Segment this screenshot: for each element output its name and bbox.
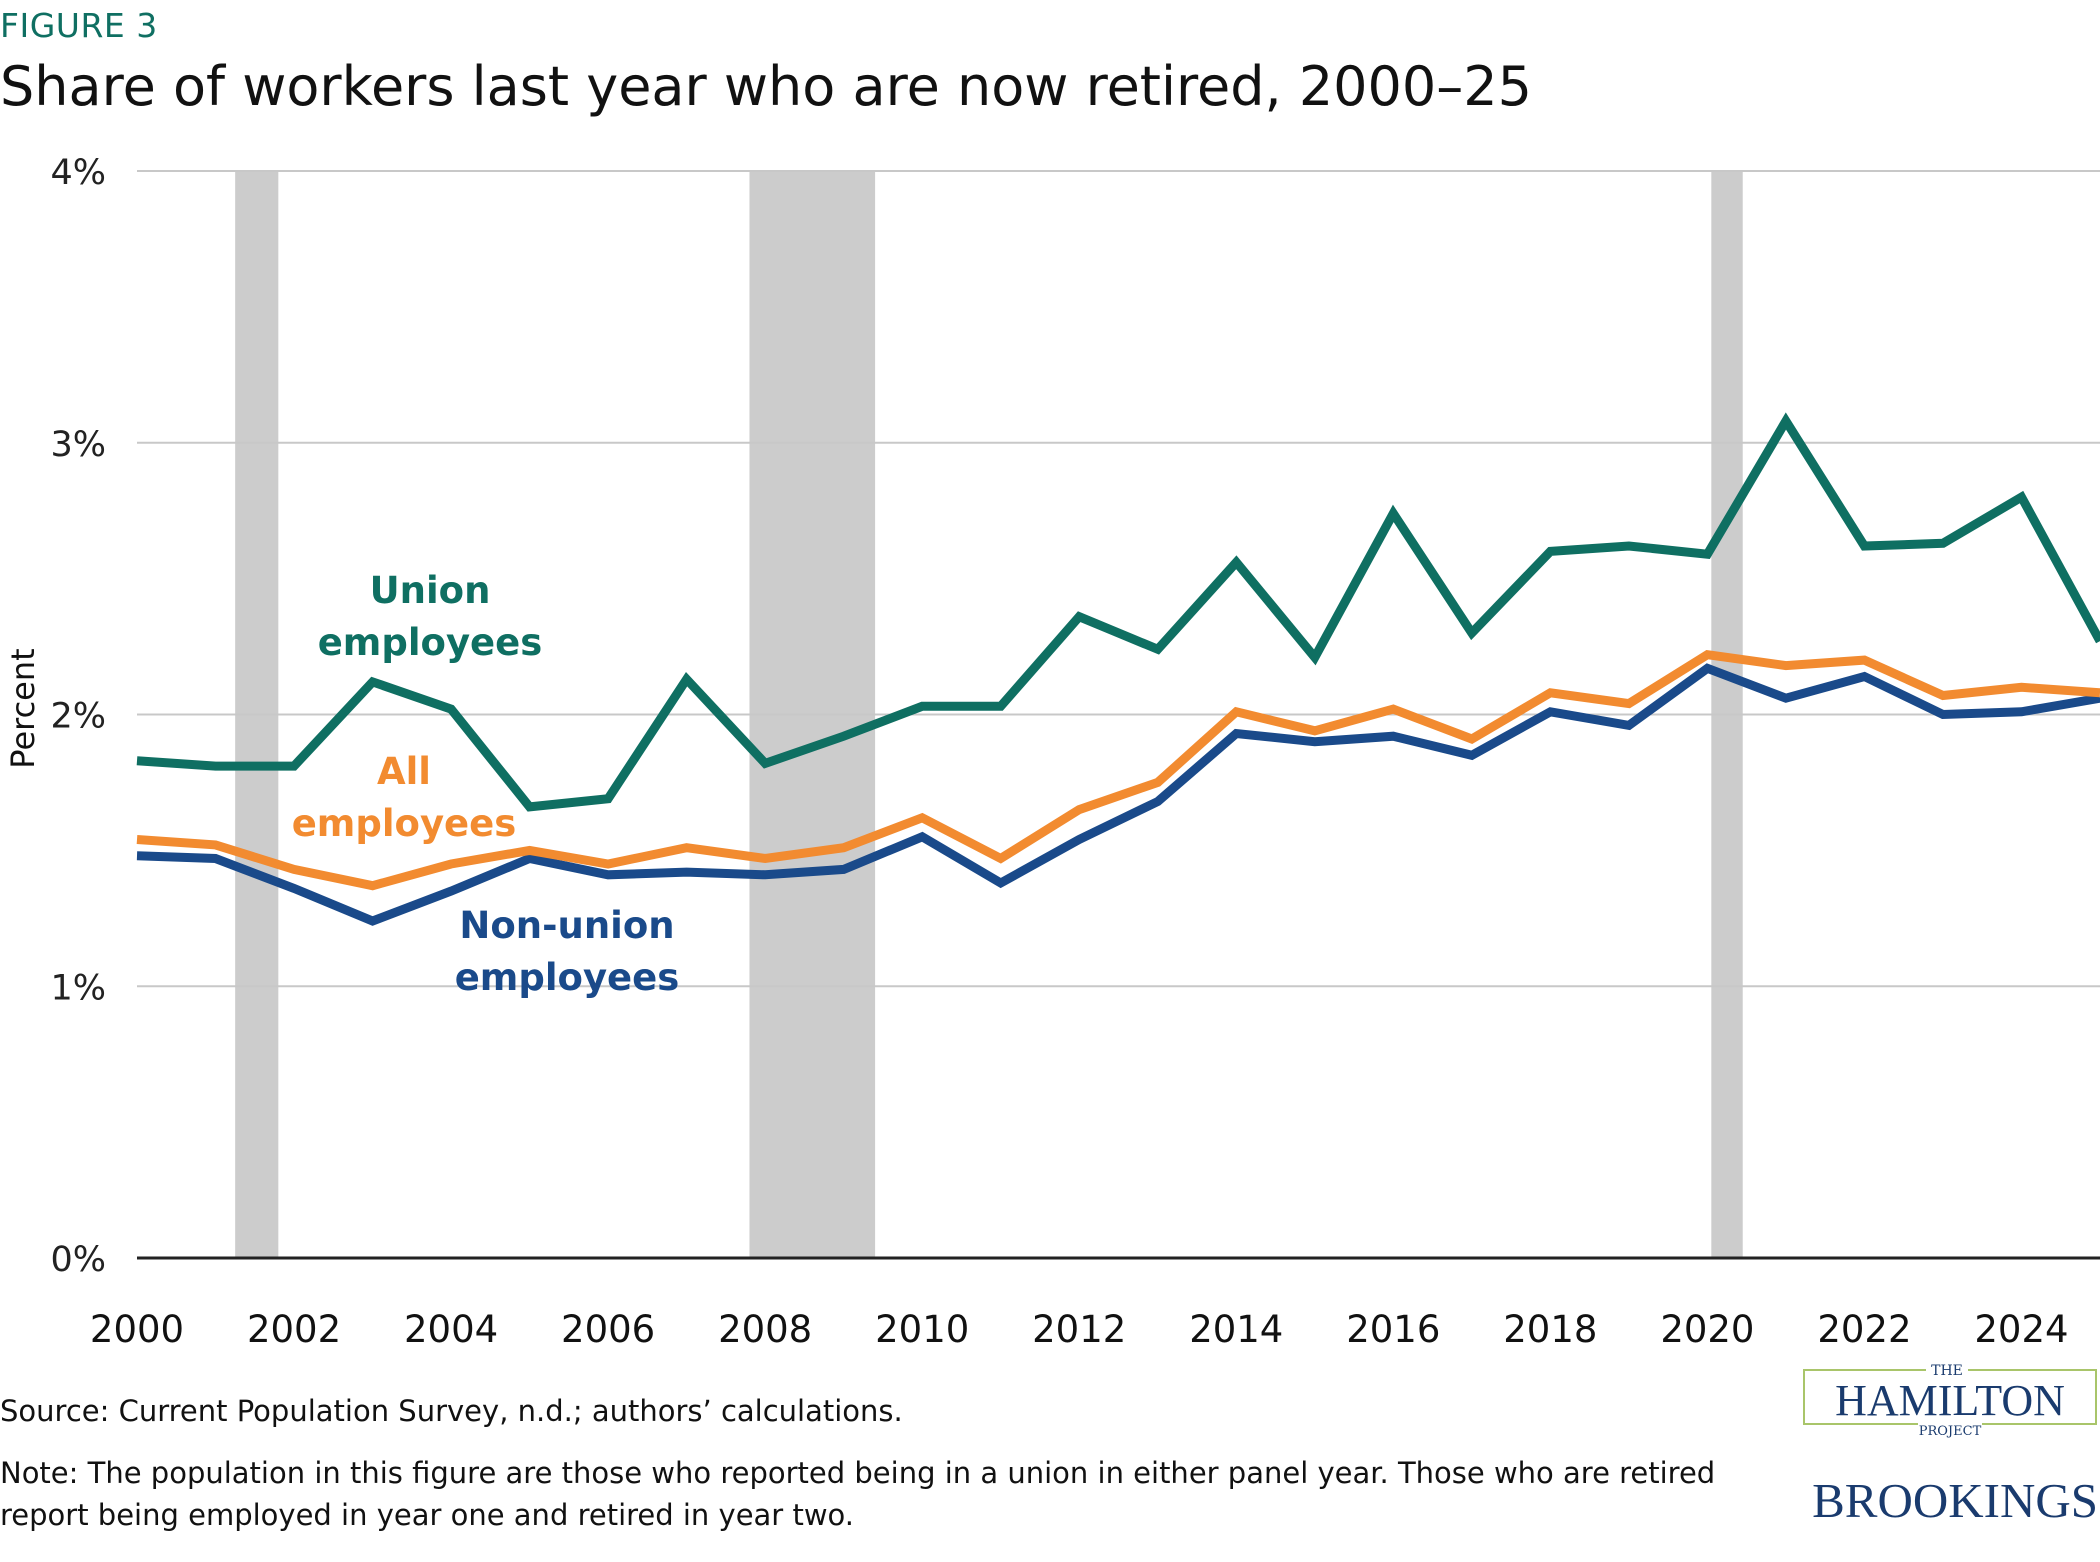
hamilton-logo-main: HAMILTON bbox=[1835, 1376, 2065, 1425]
y-tick-label: 4% bbox=[50, 153, 106, 193]
y-tick-label: 0% bbox=[50, 1240, 106, 1280]
series-label: employees bbox=[455, 956, 680, 999]
series-label: employees bbox=[292, 802, 517, 845]
hamilton-logo-bottom: PROJECT bbox=[1919, 1424, 1982, 1439]
x-tick-label: 2018 bbox=[1503, 1308, 1597, 1351]
hamilton-project-logo: THE HAMILTON PROJECT bbox=[1803, 1362, 2097, 1439]
figure-label: FIGURE 3 bbox=[0, 6, 158, 45]
x-tick-label: 2020 bbox=[1660, 1308, 1754, 1351]
series-label: Union bbox=[370, 569, 491, 612]
hamilton-logo-top: THE bbox=[1931, 1363, 1963, 1379]
series-label: Non-union bbox=[459, 904, 674, 947]
series-line-all-employees bbox=[136, 650, 2100, 891]
series-label: employees bbox=[318, 621, 543, 664]
line-chart: 0% 1% 2% 3% 4% 2000 2002 2004 2006 2008 2010 2012 20… bbox=[4, 153, 2100, 1351]
y-tick-label: 3% bbox=[50, 425, 106, 465]
y-axis-label: Percent bbox=[4, 648, 42, 768]
y-tick-label: 1% bbox=[50, 968, 106, 1008]
x-tick-label: 2016 bbox=[1346, 1308, 1440, 1351]
x-tick-label: 2012 bbox=[1032, 1308, 1126, 1351]
x-tick-label: 2014 bbox=[1189, 1308, 1283, 1351]
footnote: Note: The population in this figure are … bbox=[0, 1456, 1716, 1532]
chart-title: Share of workers last year who are now r… bbox=[0, 55, 1532, 118]
brookings-logo: BROOKINGS bbox=[1812, 1473, 2098, 1528]
series-label: All bbox=[377, 750, 431, 793]
x-tick-label: 2010 bbox=[875, 1308, 969, 1351]
x-tick-label: 2006 bbox=[561, 1308, 655, 1351]
x-tick-label: 2000 bbox=[90, 1308, 184, 1351]
x-tick-label: 2002 bbox=[247, 1308, 341, 1351]
series-line-non-union-employees bbox=[136, 663, 2100, 926]
x-tick-label: 2008 bbox=[718, 1308, 812, 1351]
y-tick-label: 2% bbox=[50, 697, 106, 737]
source-note: Source: Current Population Survey, n.d.;… bbox=[0, 1394, 903, 1428]
x-tick-label: 2024 bbox=[1974, 1308, 2068, 1351]
brookings-logo-text: BROOKINGS bbox=[1812, 1473, 2098, 1528]
x-tick-label: 2022 bbox=[1817, 1308, 1911, 1351]
series-line-union-employees bbox=[136, 412, 2100, 812]
x-tick-label: 2004 bbox=[404, 1308, 498, 1351]
